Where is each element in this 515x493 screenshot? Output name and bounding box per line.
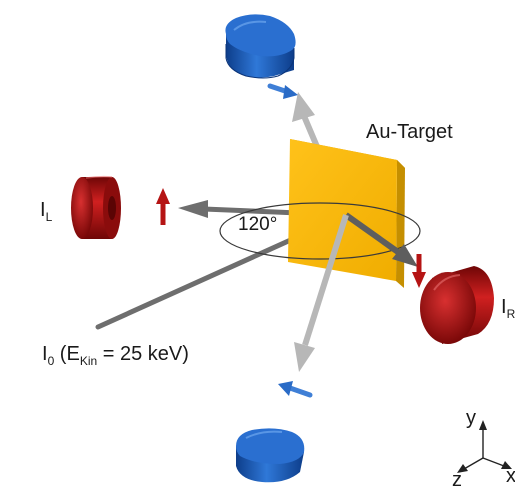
red-arrow-right <box>412 254 426 288</box>
scattered-beam-down <box>294 214 349 372</box>
detector-right-label-main: I <box>501 296 507 318</box>
incident-beam-label: I0 (EKin = 25 keV) <box>42 343 189 367</box>
detector-bottom-blue <box>236 428 305 483</box>
target-label: Au-Target <box>366 121 453 143</box>
au-target <box>288 139 405 288</box>
axis-y-label: y <box>466 407 476 429</box>
beam-energy-sub: Kin <box>79 354 98 368</box>
scattered-beam-right <box>344 212 418 267</box>
axis-z-label: z <box>452 469 462 491</box>
detector-left-label: IL <box>40 199 52 223</box>
detector-right-red <box>420 266 494 344</box>
blue-arrow-top <box>267 83 298 99</box>
detector-left-red <box>71 175 121 239</box>
red-arrow-left <box>156 188 170 225</box>
detector-right-label-sub: R <box>506 307 515 321</box>
blue-arrow-bottom <box>278 381 313 398</box>
detector-right-label: IR <box>501 296 515 320</box>
detector-top-blue <box>225 14 296 79</box>
beam-label-sub: 0 <box>47 354 55 368</box>
axis-x-label: x <box>506 465 515 487</box>
angle-arc <box>219 202 421 260</box>
detector-left-label-main: I <box>40 199 46 221</box>
beam-label-main: I <box>42 343 48 365</box>
detector-left-label-sub: L <box>45 210 53 224</box>
beam-energy-value: = 25 keV) <box>97 343 189 365</box>
angle-label: 120° <box>238 214 278 235</box>
beam-label-paren: (E <box>54 343 80 365</box>
axis-triad <box>457 420 512 473</box>
